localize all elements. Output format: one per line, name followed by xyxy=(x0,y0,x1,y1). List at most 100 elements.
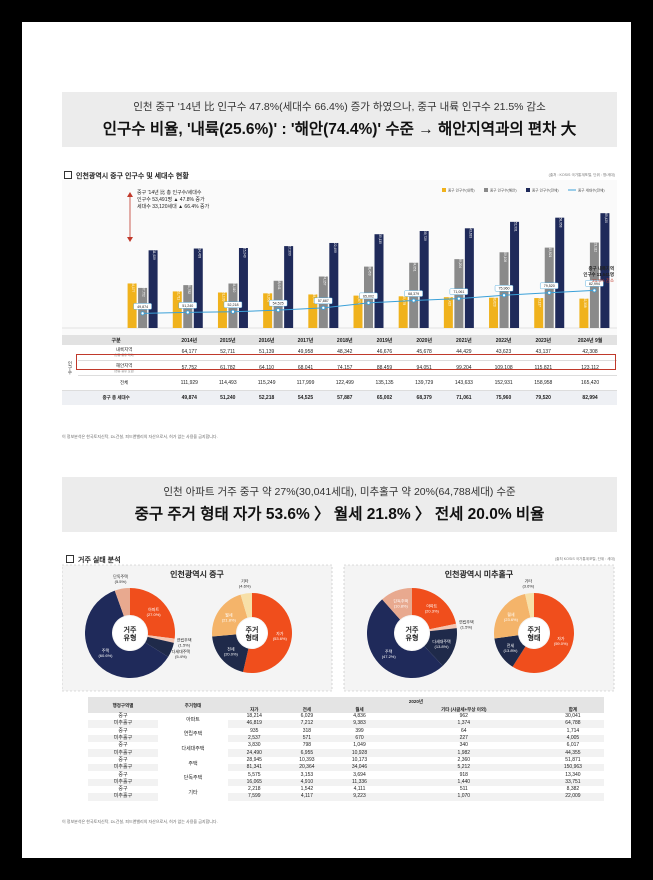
line-point xyxy=(456,296,461,301)
table-cell: 122,499 xyxy=(335,379,354,386)
bar xyxy=(464,228,474,328)
housing-cell: 30,041 xyxy=(541,713,604,721)
slice-label: 전세 xyxy=(227,645,235,651)
housing-cell: 미추홀구 xyxy=(88,778,158,786)
table-cell: 152,931 xyxy=(494,379,513,386)
population-table: 구분 2014년 2015년 2016년 2017년 2018년 2019년 2020년 20… xyxy=(62,335,617,405)
slice-pct: (5.4%) xyxy=(175,654,187,659)
housing-cell: 64,788 xyxy=(541,720,604,728)
bar-label: 122,499 xyxy=(333,241,337,253)
housing-cell: 1,714 xyxy=(541,727,604,735)
bar-label: 115,821 xyxy=(548,246,552,258)
legend-item: 중구 인구수(해안) xyxy=(484,188,517,193)
donut-slice xyxy=(382,588,412,620)
housing-cell: 2,537 xyxy=(228,734,281,743)
table-cell: 82,994 xyxy=(563,390,617,405)
table-cell: 74,157 xyxy=(337,364,353,371)
housing-header-region: 행정구역별 xyxy=(88,697,158,713)
legend-item: 중구 인구수(전체) xyxy=(526,188,559,193)
donut-slice xyxy=(243,593,293,673)
housing-cell: 34,046 xyxy=(333,764,386,772)
slice-pct: (20.3%) xyxy=(425,609,440,614)
donut-slice xyxy=(512,593,575,673)
housing-cell: 13,340 xyxy=(541,771,604,779)
line-point xyxy=(411,298,416,303)
year-header: 2020년 xyxy=(404,335,445,345)
slice-label: 전세 xyxy=(507,642,515,648)
line-label: 54,525 xyxy=(273,302,284,306)
table-cell: 165,420 xyxy=(581,379,600,386)
row-label: 전체 xyxy=(119,379,129,385)
housing-cell: 9,223 xyxy=(333,793,386,801)
section1-header: 인천 중구 '14년 比 인구수 47.8%(세대수 66.4%) 증가 하였으… xyxy=(62,92,617,147)
donut-center-label: 유형 xyxy=(124,633,137,642)
slice-pct: (20.0%) xyxy=(224,651,239,656)
line-label: 49,874 xyxy=(137,305,148,309)
bar-label: 68,041 xyxy=(277,280,281,290)
inland-highlight-box xyxy=(76,354,616,370)
bar xyxy=(217,292,227,328)
housing-type-cell: 연립주택 xyxy=(158,727,228,743)
bar-label: 64,110 xyxy=(232,283,236,293)
bar xyxy=(419,231,429,328)
housing-header-own: 자가 xyxy=(228,705,281,713)
table-cell: 68,041 xyxy=(297,364,314,371)
year-header: 2017년 xyxy=(286,335,325,345)
line-point xyxy=(230,309,235,314)
slice-label: 자가 xyxy=(557,635,565,641)
side-note-line: 중구 내륙지역 xyxy=(589,265,614,272)
housing-row: 중구 주택 28,945 10,393 10,173 2,360 51,871 xyxy=(88,756,604,772)
bar xyxy=(489,297,499,328)
line-label-box xyxy=(449,288,469,295)
housing-cell: 7,212 xyxy=(280,720,334,728)
housing-table: 행정구역별 주거형태 2020년 자가 전세 월세 기타 (사글세+무상 이외)… xyxy=(88,697,604,801)
slice-label: 기타 xyxy=(525,577,533,583)
line-label: 75,960 xyxy=(499,287,510,291)
slice-label: 월세 xyxy=(507,611,515,617)
bar-label: 114,493 xyxy=(197,247,201,259)
housing-cell: 571 xyxy=(280,734,334,743)
donut-slice xyxy=(240,593,252,618)
table-cell: 65,002 xyxy=(364,390,405,405)
housing-cell: 2,218 xyxy=(228,785,281,794)
donut-slice xyxy=(130,588,175,639)
housing-cell: 33,751 xyxy=(541,778,604,786)
bar xyxy=(579,298,589,328)
housing-header-total: 합계 xyxy=(541,705,604,713)
bar-label: 117,999 xyxy=(288,244,292,256)
bar-label: 152,931 xyxy=(514,220,518,232)
section2-note: 이 정보분석은 한국토지신탁, DL건설, 피드앤밸리의 자산으로서, 허가 없… xyxy=(62,819,218,824)
housing-cell: 24,490 xyxy=(228,749,281,757)
table-cell: 114,493 xyxy=(218,379,237,386)
housing-type-cell: 단독주택 xyxy=(158,771,228,786)
bar-label: 49,958 xyxy=(267,292,271,302)
housing-cell: 4,005 xyxy=(541,734,604,743)
slice-pct: (53.6%) xyxy=(273,636,288,641)
table-cell: 111,929 xyxy=(180,379,198,386)
donut-slice xyxy=(366,599,443,679)
line-label-box xyxy=(223,301,243,308)
housing-cell: 340 xyxy=(385,742,542,750)
slice-label: 단독주택 xyxy=(393,598,408,604)
bar xyxy=(443,297,453,328)
table-cell: 115,821 xyxy=(534,364,553,371)
bar xyxy=(398,296,408,328)
bar-label: 109,108 xyxy=(503,251,507,263)
line-point xyxy=(547,290,552,295)
slice-pct: (10.8%) xyxy=(394,604,409,609)
housing-cell: 9,383 xyxy=(333,720,386,728)
donut-center-label: 거주 xyxy=(406,625,419,634)
housing-cell: 918 xyxy=(385,771,542,779)
donut-slice xyxy=(212,594,248,637)
line-point xyxy=(366,300,371,305)
year-header: 2022년 xyxy=(483,335,524,345)
housing-cell: 962 xyxy=(385,713,542,721)
bar-label: 165,420 xyxy=(604,211,608,223)
housing-row: 중구 연립주택 935 318 399 64 1,714 xyxy=(88,727,604,743)
housing-cell: 670 xyxy=(333,734,386,743)
housing-type-cell: 기타 xyxy=(158,785,228,801)
housing-header-type: 주거형태 xyxy=(158,697,228,713)
line-point xyxy=(140,311,145,316)
donut-slice xyxy=(525,593,534,618)
line-label: 71,061 xyxy=(453,290,464,294)
